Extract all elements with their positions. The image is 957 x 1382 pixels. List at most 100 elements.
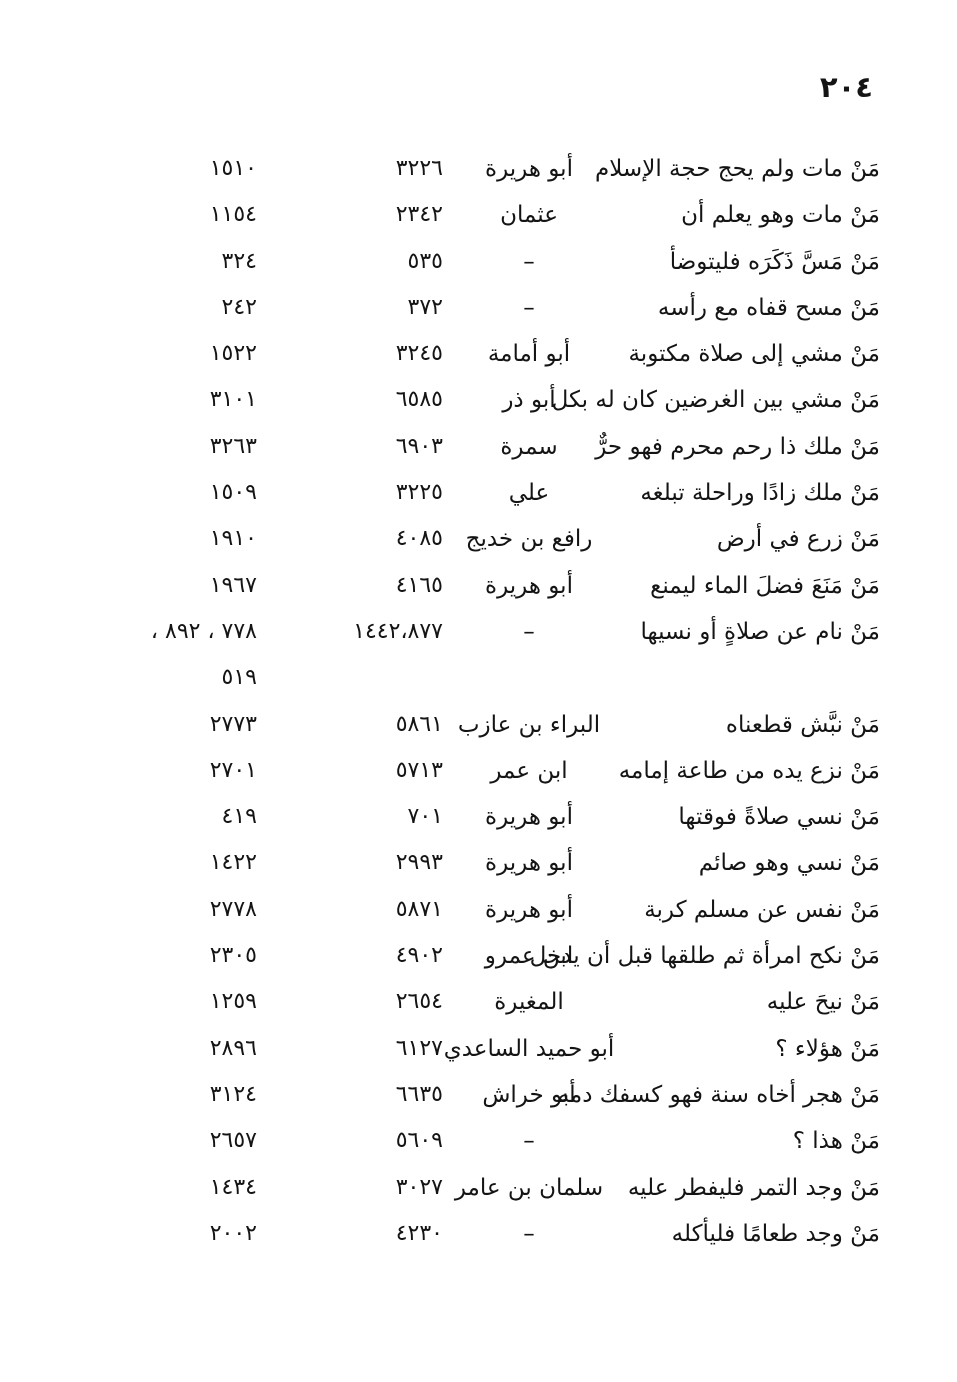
table-row: مَنْ مسح قفاه مع رأسه – ٣٧٢ ٢٤٢ <box>40 285 880 331</box>
narrator-name: أبو هريرة <box>485 804 573 831</box>
page-reference: ٢٦٥٧ <box>209 1128 257 1154</box>
page-reference-continued: ٥١٩ <box>221 665 257 691</box>
page-reference: ٣٢٦٣ <box>209 433 257 459</box>
table-row: مَنْ نزع يده من طاعة إمامه ابن عمر ٥٧١٣ ٢٧٠… <box>40 748 880 794</box>
hadith-number: ٥٣٥ <box>407 248 443 274</box>
narrator-name: أبو هريرة <box>485 156 573 182</box>
hadith-number: ٤٩٠٢ <box>395 943 443 969</box>
table-row: مَنْ مات ولم يحج حجة الإسلام أبو هريرة ٣٢٢… <box>40 146 880 192</box>
hadith-number: ٥٨٧١ <box>395 896 443 922</box>
table-row: مَنْ مشي بين الغرضين كان له بكل أبو ذر ٦٥٨… <box>40 377 880 423</box>
page-reference: ١٤٢٢ <box>209 850 257 876</box>
hadith-text: مَنْ نفس عن مسلم كربة <box>644 896 880 923</box>
table-row: مَنْ هؤلاء ؟ أبو حميد الساعدي ٦١٢٧ ٢٨٩٦ <box>40 1026 880 1072</box>
hadith-text: مَنْ مسح قفاه مع رأسه <box>657 294 880 321</box>
page-number: ٢٠٤ <box>819 70 873 104</box>
hadith-text: مَنْ نبَّش قطعناه <box>725 711 880 738</box>
hadith-number: ٣٢٢٥ <box>395 480 443 506</box>
narrator-name: أبو هريرة <box>485 850 573 877</box>
narrator-name: المغيرة <box>494 989 564 1016</box>
narrator-name: عثمان <box>500 202 558 229</box>
hadith-text: مَنْ هؤلاء ؟ <box>775 1035 880 1062</box>
hadith-index-table: مَنْ مات ولم يحج حجة الإسلام أبو هريرة ٣٢٢… <box>40 146 880 1257</box>
hadith-text: مَنْ مَنَعَ فضلَ الماء ليمنع <box>650 572 880 599</box>
table-row: مَنْ وجد طعامًا فليأكله – ٤٢٣٠ ٢٠٠٢ <box>40 1211 880 1257</box>
narrator-name: أبو ذر <box>502 387 556 414</box>
page-reference: ٢٨٩٦ <box>209 1035 257 1061</box>
hadith-number: ٢٩٩٣ <box>395 850 443 876</box>
table-row: مَنْ زرع في أرض رافع بن خديج ٤٠٨٥ ١٩١٠ <box>40 516 880 562</box>
hadith-number: ٦٩٠٣ <box>395 433 443 459</box>
hadith-number: ٢٣٤٢ <box>395 202 443 228</box>
narrator-name: ابن عمر <box>490 757 568 784</box>
narrator-name: سلمان بن عامر <box>454 1174 604 1201</box>
narrator-name: أبو هريرة <box>485 572 573 599</box>
page-reference: ٢٤٢ <box>221 294 257 320</box>
narrator-name: – <box>523 1128 535 1155</box>
hadith-number: ٦٥٨٥ <box>395 387 443 413</box>
hadith-number: ٤١٦٥ <box>395 572 443 598</box>
narrator-name: – <box>523 248 535 275</box>
hadith-text: مَنْ نكح امرأة ثم طلقها قبل أن يدخل <box>529 943 880 970</box>
table-row: مَنْ ملك ذا رحم محرم فهو حرٌّ سمرة ٦٩٠٣ ٣٢٦… <box>40 424 880 470</box>
hadith-text: مَنْ ملك زادًا وراحلة تبلغه <box>640 480 880 507</box>
hadith-number: ٥٦٠٩ <box>395 1128 443 1154</box>
table-row: مَنْ هجر أخاه سنة فهو كسفك دمه أبو خراش ٦٦… <box>40 1072 880 1118</box>
page-reference: ١٢٥٩ <box>209 989 257 1015</box>
page-reference: ٣١٠١ <box>209 387 257 413</box>
hadith-number: ٧٠١ <box>407 804 443 830</box>
hadith-text: مَنْ نسي وهو صائم <box>698 850 880 877</box>
table-row: مَنْ نام عن صلاةٍ أو نسيها – ١٤٤٢،٨٧٧ ٧٧٨ ،… <box>40 609 880 655</box>
page-reference: ٣٢٤ <box>221 248 257 274</box>
hadith-number: ٤٢٣٠ <box>395 1220 443 1246</box>
hadith-number: ٦١٢٧ <box>395 1035 443 1061</box>
page-reference: ٢٣٠٥ <box>209 943 257 969</box>
narrator-name: رافع بن خديج <box>465 526 593 553</box>
hadith-text: مَنْ مات ولم يحج حجة الإسلام <box>594 156 880 182</box>
hadith-number: ٣٢٤٥ <box>395 341 443 367</box>
hadith-number: ٢٦٥٤ <box>395 989 443 1015</box>
page-reference: ١٤٣٤ <box>209 1174 257 1200</box>
table-row: مَنْ مَسَّ ذَكَرَه فليتوضأ – ٥٣٥ ٣٢٤ <box>40 239 880 285</box>
hadith-text: مَنْ وجد طعامًا فليأكله <box>671 1220 880 1247</box>
narrator-name: – <box>523 294 535 321</box>
page-reference: ٤١٩ <box>221 804 257 830</box>
hadith-text: مَنْ هذا ؟ <box>792 1128 880 1155</box>
page-reference: ١٩١٠ <box>209 526 257 552</box>
table-row: مَنْ نفس عن مسلم كربة أبو هريرة ٥٨٧١ ٢٧٧٨ <box>40 887 880 933</box>
hadith-number: ٤٠٨٥ <box>395 526 443 552</box>
hadith-number: ٥٨٦١ <box>395 711 443 737</box>
hadith-text: مَنْ مشي إلى صلاة مكتوبة <box>628 341 880 368</box>
page-reference: ٢٧٧٣ <box>209 711 257 737</box>
hadith-text: مَنْ مَسَّ ذَكَرَه فليتوضأ <box>669 248 880 275</box>
table-row: مَنْ ملك زادًا وراحلة تبلغه علي ٣٢٢٥ ١٥٠٩ <box>40 470 880 516</box>
table-row-continuation: ٥١٩ <box>40 655 880 701</box>
table-row: مَنْ مشي إلى صلاة مكتوبة أبو أمامة ٣٢٤٥ ١٥٢… <box>40 331 880 377</box>
narrator-name: أبو خراش <box>482 1081 576 1108</box>
narrator-name: علي <box>508 480 550 507</box>
narrator-name: سمرة <box>500 433 558 460</box>
table-row: مَنْ نبَّش قطعناه البراء بن عازب ٥٨٦١ ٢٧٧٣ <box>40 702 880 748</box>
page-reference: ١٩٦٧ <box>209 572 257 598</box>
hadith-text: مَنْ نزع يده من طاعة إمامه <box>618 757 880 784</box>
narrator-name: أبو أمامة <box>487 341 571 368</box>
page-reference: ٢٠٠٢ <box>209 1220 257 1246</box>
hadith-number: ٣٠٢٧ <box>395 1174 443 1200</box>
table-row: مَنْ نسي وهو صائم أبو هريرة ٢٩٩٣ ١٤٢٢ <box>40 840 880 886</box>
hadith-number: ٣٢٢٦ <box>395 156 443 181</box>
narrator-name: البراء بن عازب <box>457 711 601 738</box>
table-row: مَنْ نسي صلاةً فوقتها أبو هريرة ٧٠١ ٤١٩ <box>40 794 880 840</box>
hadith-text: مَنْ هجر أخاه سنة فهو كسفك دمه <box>557 1081 880 1108</box>
table-row: مَنْ نكح امرأة ثم طلقها قبل أن يدخل ابن ع… <box>40 933 880 979</box>
page-reference: ٢٧٧٨ <box>209 896 257 922</box>
hadith-text: مَنْ ملك ذا رحم محرم فهو حرٌّ <box>595 433 880 460</box>
table-row: مَنْ نيحَ عليه المغيرة ٢٦٥٤ ١٢٥٩ <box>40 979 880 1025</box>
narrator-name: – <box>523 1220 535 1247</box>
page-reference: ١٥٢٢ <box>209 341 257 367</box>
hadith-number: ٥٧١٣ <box>395 757 443 783</box>
narrator-name: ابن عمرو <box>484 943 574 970</box>
hadith-text: مَنْ نيحَ عليه <box>766 989 880 1016</box>
page-reference: ١١٥٤ <box>209 202 257 228</box>
hadith-number: ١٤٤٢،٨٧٧ <box>353 618 443 644</box>
